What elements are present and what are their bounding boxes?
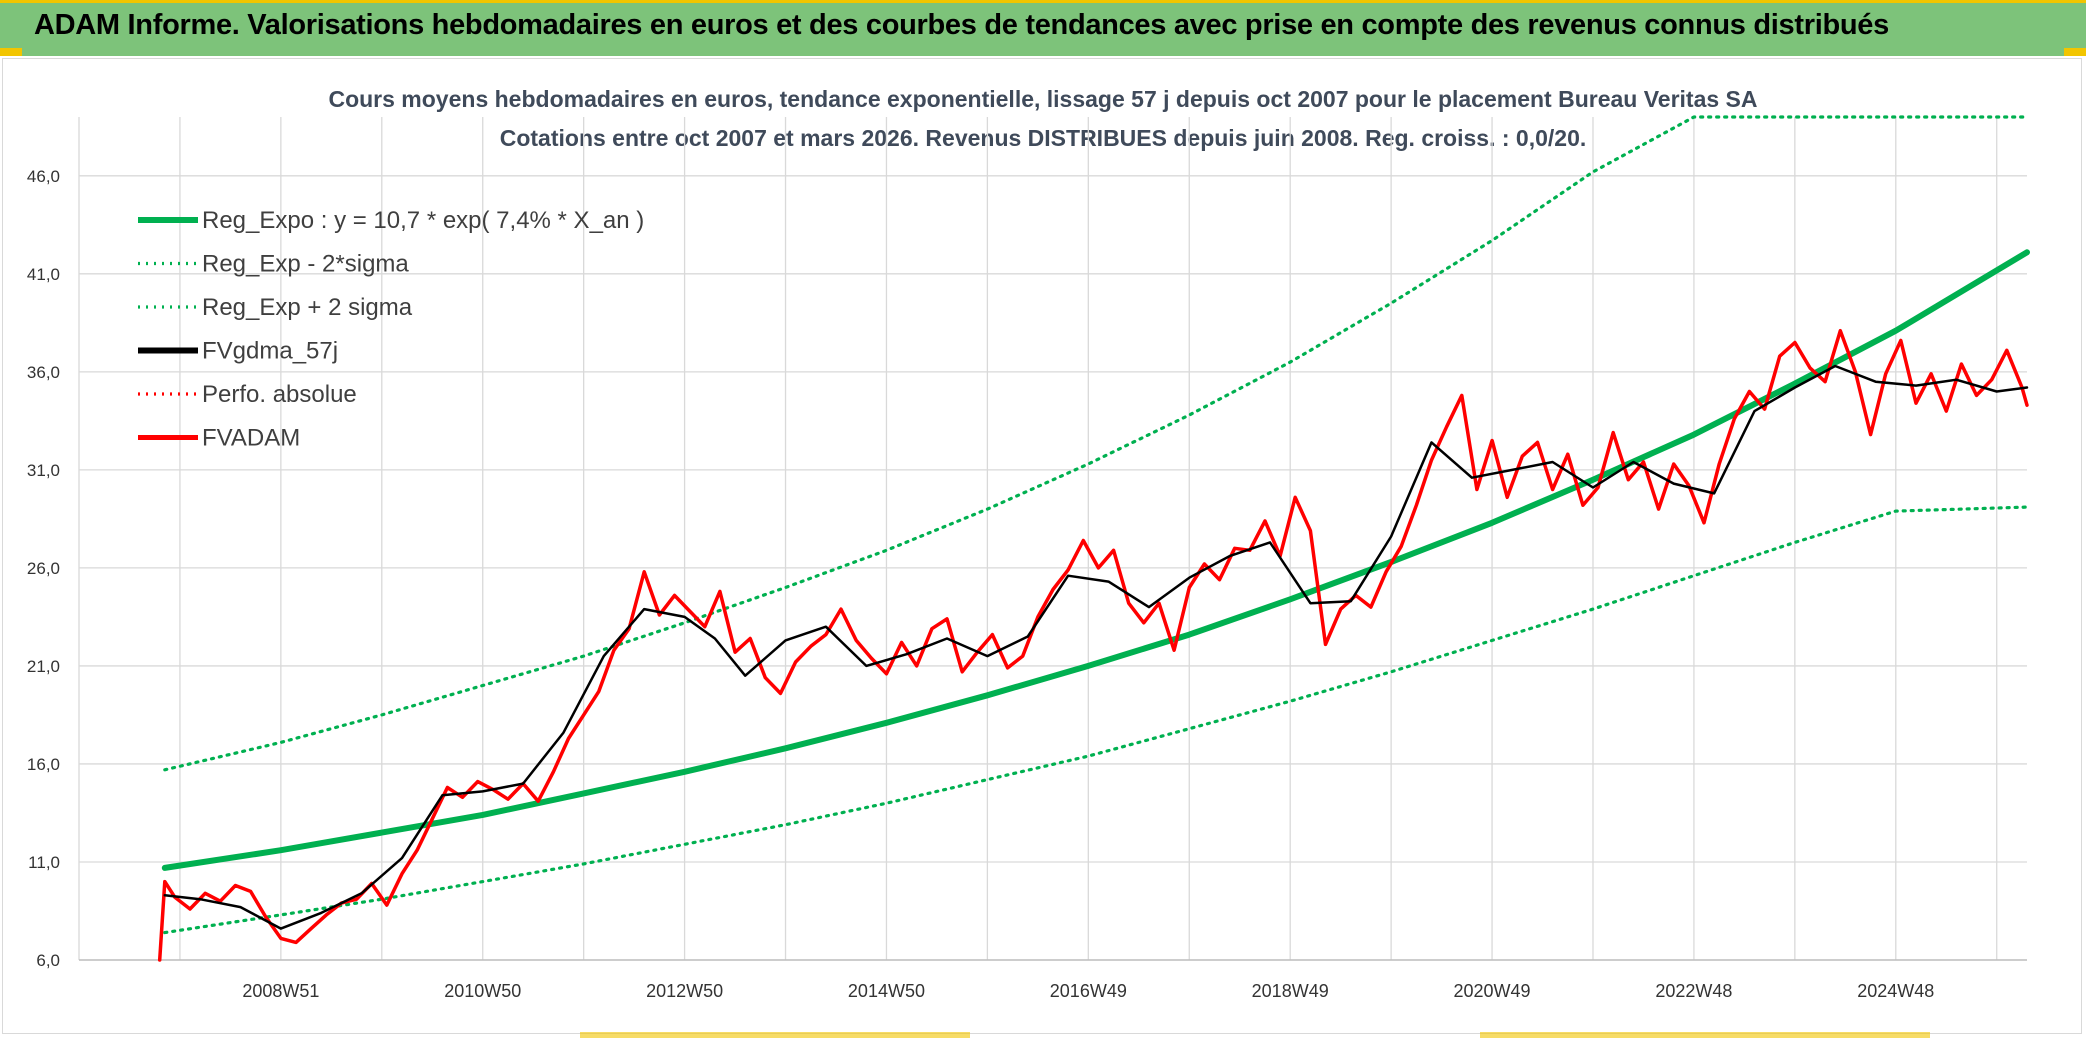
series-line-0 <box>161 249 2030 871</box>
legend-label: Reg_Expo : y = 10,7 * exp( 7,4% * X_an ) <box>202 207 644 234</box>
y-tick-label: 26,0 <box>27 559 60 578</box>
legend-label: FVgdma_57j <box>202 338 338 365</box>
x-tick-label: 2018W49 <box>1252 981 1329 1001</box>
chart-subtitle: Cotations entre oct 2007 et mars 2026. R… <box>499 125 1587 151</box>
x-tick-label: 2022W48 <box>1655 981 1732 1001</box>
report-banner: ADAM Informe. Valorisations hebdomadaire… <box>0 0 2086 56</box>
x-tick-label: 2016W49 <box>1050 981 1127 1001</box>
y-axis-ticks: 6,0 11,0 16,0 21,0 26,0 31,0 36,0 41,0 46,0 <box>27 167 60 970</box>
x-tick-label: 2024W48 <box>1857 981 1934 1001</box>
y-tick-label: 16,0 <box>27 755 60 774</box>
x-axis-ticks: 2008W51 2010W50 2012W50 2014W50 2016W49 2018W… <box>242 981 1934 1001</box>
series-line-2 <box>163 115 2029 772</box>
x-tick-label: 2012W50 <box>646 981 723 1001</box>
y-tick-label: 6,0 <box>36 951 60 970</box>
banner-accent-left <box>0 48 22 56</box>
legend-label: FVADAM <box>202 425 300 452</box>
series-line-3 <box>163 364 2029 930</box>
x-tick-label: 2020W49 <box>1454 981 1531 1001</box>
x-tick-label: 2010W50 <box>444 981 521 1001</box>
y-tick-label: 11,0 <box>28 853 60 872</box>
series-line-1 <box>163 505 2029 935</box>
y-tick-label: 41,0 <box>27 265 60 284</box>
series-lines <box>157 115 2030 962</box>
y-tick-label: 36,0 <box>27 363 60 382</box>
y-tick-label: 21,0 <box>27 657 60 676</box>
series-line-5 <box>157 328 2029 962</box>
chart-frame <box>2 58 2082 1034</box>
legend-label: Reg_Exp + 2 sigma <box>202 294 413 321</box>
bottom-accent-right <box>1480 1032 1930 1038</box>
y-tick-label: 46,0 <box>27 167 60 186</box>
report-title: ADAM Informe. Valorisations hebdomadaire… <box>34 9 1889 41</box>
x-tick-label: 2014W50 <box>848 981 925 1001</box>
legend: Reg_Expo : y = 10,7 * exp( 7,4% * X_an )… <box>138 207 644 452</box>
grid <box>78 117 2027 961</box>
banner-accent-right <box>2064 48 2086 56</box>
legend-label: Reg_Exp - 2*sigma <box>202 251 409 278</box>
y-tick-label: 31,0 <box>27 461 60 480</box>
legend-label: Perfo. absolue <box>202 381 357 408</box>
bottom-accent-left <box>580 1032 970 1038</box>
x-tick-label: 2008W51 <box>242 981 319 1001</box>
chart-title: Cours moyens hebdomadaires en euros, ten… <box>328 86 1758 112</box>
